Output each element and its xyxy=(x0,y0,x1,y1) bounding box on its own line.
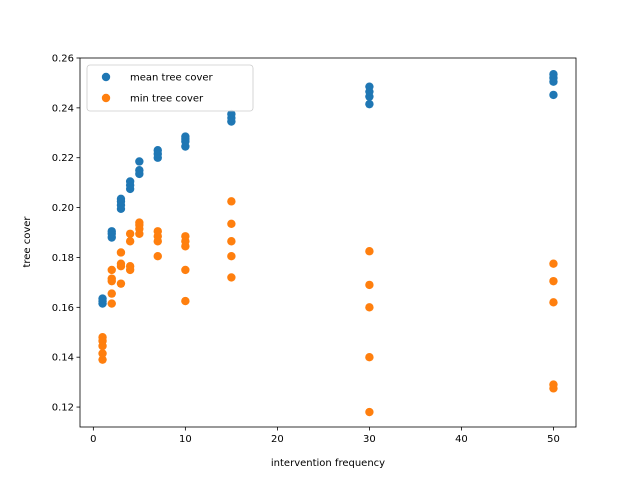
series-1-point xyxy=(98,349,107,358)
legend-label: min tree cover xyxy=(130,94,204,105)
series-1-point xyxy=(107,274,116,283)
series-0-point xyxy=(227,109,236,119)
series-1-point xyxy=(107,289,116,298)
series-1-point xyxy=(365,407,374,417)
series-1-point xyxy=(153,227,162,236)
series-0-point xyxy=(365,99,374,109)
legend-marker xyxy=(101,72,111,82)
axes-frame xyxy=(79,57,577,428)
series-1-point xyxy=(227,252,236,261)
y-tick-label: 0.18 xyxy=(52,253,74,264)
y-tick-label: 0.16 xyxy=(52,303,74,314)
series-1-point xyxy=(227,197,236,206)
series-1-point xyxy=(135,218,144,227)
legend-label: mean tree cover xyxy=(130,73,214,84)
series-1-point xyxy=(116,259,126,268)
y-tick-label: 0.26 xyxy=(52,54,74,65)
series-0-point xyxy=(125,177,135,186)
series-0-point xyxy=(98,294,107,303)
x-tick-label: 20 xyxy=(271,434,284,445)
series-1-point xyxy=(549,380,558,389)
series-1-point xyxy=(549,298,558,307)
series-1-point xyxy=(125,229,135,238)
series-1-point xyxy=(227,273,236,282)
series-0-point xyxy=(116,194,126,204)
plot-area xyxy=(80,58,576,427)
series-1-point xyxy=(125,261,135,271)
series-1-point xyxy=(549,259,558,268)
series-1-point xyxy=(98,355,107,364)
series-1-point xyxy=(227,219,236,228)
y-axis-label: tree cover xyxy=(22,216,33,268)
series-1-point xyxy=(116,279,126,288)
series-0-point xyxy=(135,166,144,175)
x-tick-label: 30 xyxy=(363,434,376,445)
series-1-point xyxy=(181,296,190,306)
series-1-point xyxy=(365,352,374,362)
axes-layer: 0 10 20 30 40 50 0.12 0.14 0.16 0.18 0.20 0.22 0.24 0… xyxy=(52,54,577,445)
y-tick-label: 0.20 xyxy=(52,203,74,214)
x-tick-label: 10 xyxy=(179,434,192,445)
x-axis-label: intervention frequency xyxy=(271,458,385,469)
points-layer xyxy=(98,70,558,417)
y-tick-label: 0.24 xyxy=(52,103,74,114)
series-0-point xyxy=(549,70,558,79)
series-1-point xyxy=(181,265,190,275)
series-0-point xyxy=(107,227,116,236)
series-0-point xyxy=(153,146,162,155)
series-1-point xyxy=(107,265,116,275)
x-tick-label: 50 xyxy=(547,434,560,445)
series-0-point xyxy=(135,157,144,166)
series-1-point xyxy=(365,280,374,290)
series-1-point xyxy=(125,237,135,246)
x-tick-label: 40 xyxy=(455,434,468,445)
legend: mean tree cover min tree cover xyxy=(86,64,254,112)
series-1-point xyxy=(549,276,558,286)
legend-frame xyxy=(86,64,254,112)
series-1-point xyxy=(227,237,236,246)
y-tick-label: 0.12 xyxy=(52,403,74,414)
legend-marker xyxy=(101,93,111,103)
series-1-point xyxy=(365,303,374,312)
series-1-point xyxy=(98,333,107,342)
series-1-point xyxy=(181,232,190,241)
series-1-point xyxy=(107,299,116,308)
series-1-point xyxy=(116,248,126,257)
series-0-point xyxy=(365,82,374,91)
series-0-point xyxy=(549,90,558,100)
y-tick-label: 0.22 xyxy=(52,153,74,164)
y-tick-label: 0.14 xyxy=(52,353,74,364)
series-1-point xyxy=(365,247,374,256)
series-0-point xyxy=(181,132,190,141)
series-1-point xyxy=(153,252,162,261)
x-tick-label: 0 xyxy=(90,434,96,445)
